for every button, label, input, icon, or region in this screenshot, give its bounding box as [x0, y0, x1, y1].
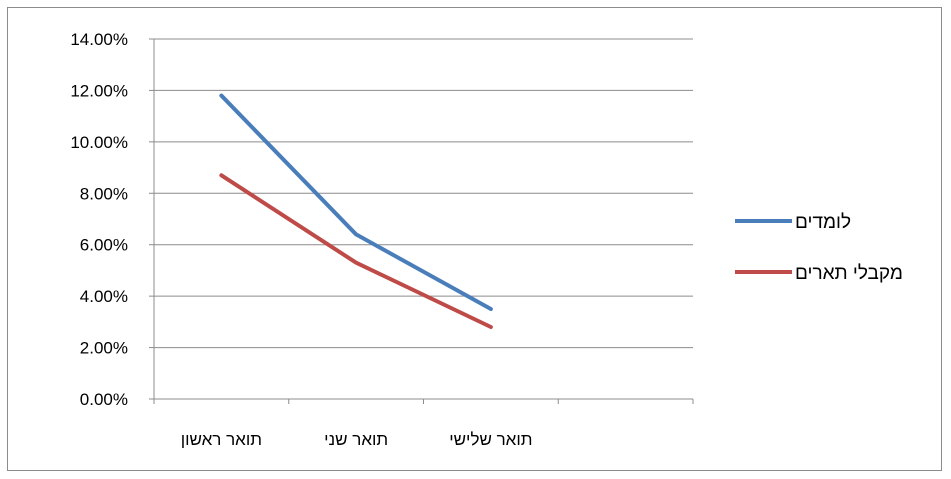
y-tick-label: 4.00% — [80, 287, 128, 306]
x-axis-tick-labels: תואר ראשון תואר שני תואר שלישי — [181, 430, 533, 449]
y-tick-label: 10.00% — [70, 133, 128, 152]
legend-label: לומדים — [795, 212, 851, 233]
y-tick-label: 14.00% — [70, 30, 128, 49]
x-tick-label: תואר ראשון — [181, 430, 262, 449]
y-tick-label: 8.00% — [80, 184, 128, 203]
x-tick-label: תואר שלישי — [449, 430, 532, 449]
y-tick-label: 2.00% — [80, 339, 128, 358]
y-tick-label: 6.00% — [80, 236, 128, 255]
legend-label: מקבלי תארים — [795, 263, 903, 284]
legend: לומדים מקבלי תארים — [735, 212, 903, 284]
chart-frame — [7, 7, 942, 471]
series-line-1 — [219, 173, 493, 329]
x-tick-label: תואר שני — [324, 430, 388, 449]
y-tick-label: 12.00% — [70, 81, 128, 100]
series-lines — [219, 93, 493, 329]
y-tick-label: 0.00% — [80, 390, 128, 409]
gridlines — [154, 38, 693, 349]
axes — [149, 38, 694, 404]
y-axis-tick-labels: 0.00% 2.00% 4.00% 6.00% 8.00% 10.00% 12.00% 14.… — [70, 30, 128, 409]
